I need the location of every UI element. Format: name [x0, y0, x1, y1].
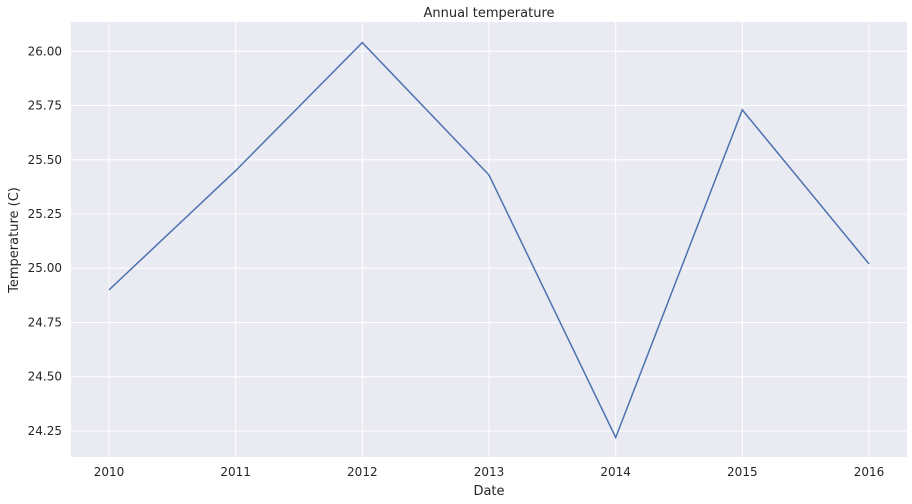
y-tick-label: 24.25 [28, 424, 62, 438]
chart-title: Annual temperature [423, 6, 554, 21]
x-tick-label: 2015 [727, 465, 758, 479]
y-tick-label: 25.50 [28, 153, 62, 167]
x-tick-label: 2016 [854, 465, 885, 479]
x-tick-label: 2013 [474, 465, 505, 479]
x-tick-label: 2011 [220, 465, 251, 479]
y-axis-label: Temperature (C) [7, 187, 22, 294]
x-tick-label: 2012 [347, 465, 378, 479]
y-tick-label: 26.00 [28, 44, 62, 58]
x-axis-label: Date [473, 484, 504, 499]
x-axis-ticks: 2010 2011 2012 2013 2014 2015 2016 [94, 465, 885, 479]
y-tick-label: 24.50 [28, 370, 62, 384]
x-tick-label: 2010 [94, 465, 125, 479]
y-tick-label: 24.75 [28, 315, 62, 329]
y-tick-label: 25.00 [28, 261, 62, 275]
temperature-line [108, 41, 870, 440]
x-tick-label: 2014 [600, 465, 631, 479]
grid [71, 22, 907, 457]
y-tick-label: 25.75 [28, 99, 62, 113]
y-axis-ticks: 24.25 24.50 24.75 25.00 25.25 25.50 25.75 26.00 [28, 44, 62, 438]
y-tick-label: 25.25 [28, 207, 62, 221]
